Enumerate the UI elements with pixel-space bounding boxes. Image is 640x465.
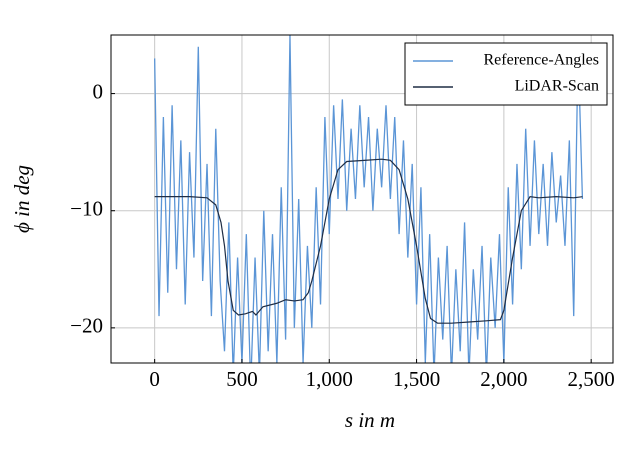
legend-label: LiDAR-Scan [515, 78, 599, 95]
series-line [154, 158, 583, 324]
y-axis-label: ϕ in deg [10, 165, 34, 233]
x-tick-label: 0 [149, 367, 160, 391]
y-tick-label: −10 [70, 197, 103, 221]
legend-label: Reference-Angles [484, 52, 600, 69]
plot-area [154, 35, 584, 363]
legend-box [404, 42, 608, 106]
axes-frame [110, 34, 614, 364]
y-tick-label: 0 [93, 79, 104, 103]
y-tick-label: −20 [70, 314, 103, 338]
x-tick-label: 1,500 [393, 367, 440, 391]
x-tick-label: 2,000 [480, 367, 527, 391]
x-axis-label: s in m [345, 408, 395, 432]
x-tick-label: 500 [226, 367, 258, 391]
x-tick-label: 2,500 [568, 367, 615, 391]
x-tick-label: 1,000 [306, 367, 353, 391]
